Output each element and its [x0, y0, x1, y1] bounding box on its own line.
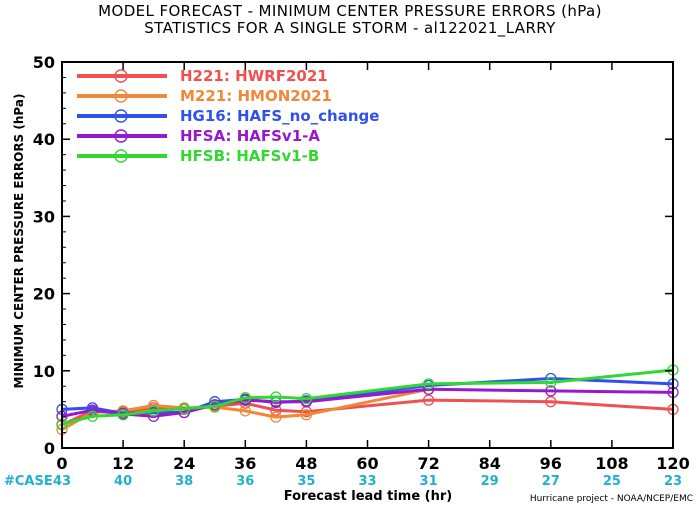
case-count: 29	[481, 474, 499, 489]
series-1-point-7	[270, 411, 282, 423]
series-4-point-10	[545, 376, 557, 389]
legend-marker-2	[114, 109, 128, 123]
x-tick-label: 48	[295, 454, 317, 473]
x-tick-label: 60	[356, 454, 378, 473]
y-tick-label: 10	[33, 362, 55, 381]
legend-label-3: HFSA: HAFSv1-A	[180, 127, 320, 145]
series-1-point-8	[300, 409, 313, 421]
series-4-point-6	[239, 392, 251, 404]
x-tick-label: 36	[234, 454, 256, 473]
case-count: 31	[420, 474, 438, 489]
case-count: 40	[114, 474, 132, 489]
y-axis-label: MINIMUM CENTER PRESSURE ERRORS (hPa)	[12, 94, 26, 389]
case-count: 43	[53, 474, 71, 489]
case-count: 35	[297, 474, 315, 489]
legend-label-2: HG16: HAFS_no_change	[180, 107, 379, 125]
x-tick-label: 84	[479, 454, 501, 473]
series-0-point-10	[545, 396, 557, 408]
case-count: 27	[542, 474, 560, 489]
series-3-point-8	[300, 396, 313, 408]
legend-marker-3	[114, 129, 128, 143]
legend-marker-0	[114, 69, 128, 83]
series-0-point-9	[422, 394, 435, 406]
series-4-point-5	[209, 400, 221, 412]
x-tick-label: 72	[417, 454, 439, 473]
y-tick-label: 0	[44, 439, 55, 458]
series-4-point-1	[86, 410, 99, 422]
x-tick-label: 108	[595, 454, 628, 473]
credit-text: Hurricane project - NOAA/NCEP/EMC	[530, 494, 693, 504]
x-tick-label: 120	[656, 454, 689, 473]
series-layer	[56, 364, 679, 436]
y-tick-label: 40	[33, 130, 55, 149]
legend: H221: HWRF2021 M221: HMON2021 HG16: HAFS_n…	[77, 67, 379, 165]
case-count: 38	[175, 474, 193, 489]
legend-marker-1	[114, 89, 128, 103]
series-0-point-7	[270, 404, 282, 416]
y-tick-label: 30	[33, 207, 55, 226]
legend-marker-4	[114, 149, 128, 163]
case-count: 23	[664, 474, 682, 489]
x-axis-label: Forecast lead time (hr)	[284, 489, 452, 504]
series-4-point-9	[422, 378, 435, 390]
series-4-point-7	[270, 391, 282, 403]
x-tick-label: 96	[540, 454, 562, 473]
series-4-point-8	[300, 392, 313, 405]
chart-title-line-2: STATISTICS FOR A SINGLE STORM - al122021…	[144, 19, 556, 38]
legend-label-1: M221: HMON2021	[180, 87, 332, 105]
legend-label-4: HFSB: HAFSv1-B	[180, 147, 319, 165]
series-4-point-4	[178, 402, 190, 415]
x-tick-label: 24	[173, 454, 195, 473]
ticks-layer: 0431240243836364835603372318429962710825…	[33, 53, 690, 489]
y-tick-label: 20	[33, 285, 55, 304]
case-count: 36	[236, 474, 254, 489]
legend-label-0: H221: HWRF2021	[180, 67, 328, 85]
y-tick-label: 50	[33, 53, 55, 72]
series-3-point-10	[545, 385, 557, 397]
x-tick-label: 12	[112, 454, 134, 473]
case-label: #CASE	[4, 474, 53, 489]
series-1-point-6	[239, 405, 251, 417]
chart-title-line-1: MODEL FORECAST - MINIMUM CENTER PRESSURE…	[98, 2, 602, 20]
series-4-point-2	[117, 409, 129, 421]
series-4-point-3	[147, 405, 160, 417]
case-count: 33	[358, 474, 376, 489]
x-tick-label: 0	[56, 454, 67, 473]
case-count: 25	[603, 474, 621, 489]
